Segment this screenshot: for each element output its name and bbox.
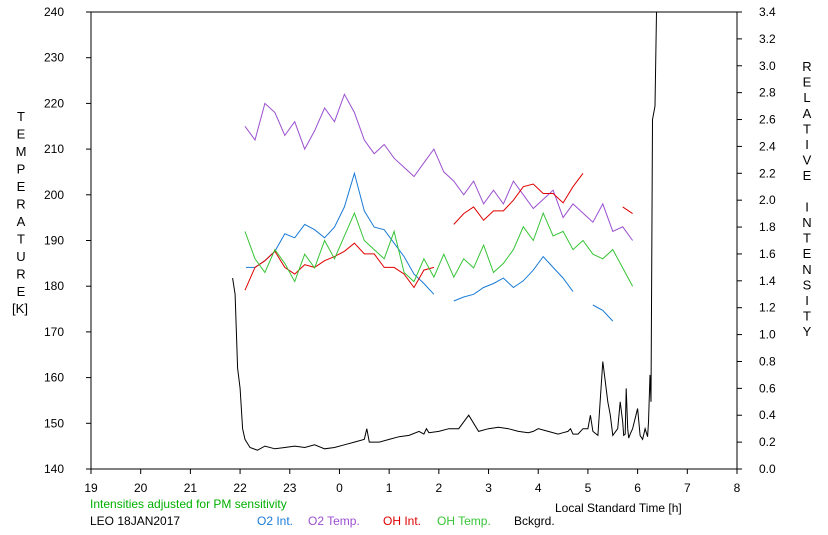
x-tick-label: 7: [684, 481, 691, 495]
right-tick-label: 0.6: [759, 381, 776, 395]
left-tick-label: 190: [44, 234, 64, 248]
left-tick-label: 140: [44, 462, 64, 476]
series-line-oh-int: [244, 173, 633, 291]
right-tick-label: 0.2: [759, 435, 776, 449]
plot-frame: [90, 11, 738, 470]
right-tick-label: 0.8: [759, 354, 776, 368]
legend-item: O2 Temp.: [308, 514, 360, 528]
right-axis-letter: A: [803, 106, 812, 121]
right-axis-letter: I: [805, 199, 809, 214]
x-tick-label: 0: [336, 481, 343, 495]
left-axis-letter: E: [17, 127, 26, 142]
x-tick-label: 5: [585, 481, 592, 495]
right-tick-label: 1.0: [759, 328, 776, 342]
left-tick-label: 170: [44, 325, 64, 339]
series-line-oh-temp: [244, 211, 634, 287]
legend-item: OH Int.: [383, 514, 422, 528]
series-line-o2-temp: [244, 93, 634, 241]
left-tick-label: 150: [44, 416, 64, 430]
right-axis-letter: I: [805, 137, 809, 152]
left-axis-letter: T: [17, 232, 25, 247]
right-axis-ticks: 0.0 0.2 0.4 0.6 0.8 1.0 1.2 1.4 1.6 1.8 2.0 2.2 2.4 2…: [737, 5, 776, 476]
station-date-label: LEO 18JAN2017: [90, 514, 181, 528]
left-axis-letter: E: [17, 179, 26, 194]
right-axis-letter: T: [803, 231, 811, 246]
left-axis-letter: A: [17, 214, 26, 229]
left-axis-unit: [K]: [12, 301, 28, 316]
left-tick-label: 180: [44, 279, 64, 293]
legend-item: O2 Int.: [257, 514, 294, 528]
right-axis-letter: T: [803, 309, 811, 324]
right-axis-letter: S: [803, 277, 812, 292]
x-tick-label: 20: [134, 481, 148, 495]
x-tick-label: 6: [634, 481, 641, 495]
right-tick-label: 2.0: [759, 193, 776, 207]
x-tick-label: 4: [535, 481, 542, 495]
x-tick-label: 22: [233, 481, 247, 495]
right-tick-label: 1.2: [759, 301, 776, 315]
right-axis-letter: Y: [803, 324, 812, 339]
series-line-bckgrd: [232, 11, 657, 451]
right-tick-label: 2.4: [759, 139, 776, 153]
right-axis-letter: L: [803, 90, 810, 105]
right-tick-label: 1.8: [759, 220, 776, 234]
right-tick-label: 0.4: [759, 408, 776, 422]
left-axis-ticks: 140 150 160 170 180 190 200 210 220 230 240: [44, 5, 91, 476]
right-axis-letter: N: [802, 215, 811, 230]
right-axis-letter: E: [803, 168, 812, 183]
left-axis-letter: R: [16, 267, 25, 282]
left-tick-label: 240: [44, 5, 64, 19]
left-axis-letter: M: [16, 144, 27, 159]
right-tick-label: 0.0: [759, 462, 776, 476]
legend-item: Bckgrd.: [514, 514, 555, 528]
left-axis-letter: R: [16, 197, 25, 212]
right-tick-label: 2.8: [759, 86, 776, 100]
right-tick-label: 2.2: [759, 166, 776, 180]
x-tick-label: 2: [436, 481, 443, 495]
left-axis-letter: T: [17, 109, 25, 124]
right-tick-label: 1.6: [759, 247, 776, 261]
right-tick-label: 3.0: [759, 59, 776, 73]
left-tick-label: 230: [44, 51, 64, 65]
right-axis-letter: T: [803, 121, 811, 136]
x-tick-label: 19: [84, 481, 98, 495]
right-tick-label: 2.6: [759, 113, 776, 127]
left-tick-label: 210: [44, 142, 64, 156]
right-tick-label: 1.4: [759, 274, 776, 288]
left-tick-label: 200: [44, 188, 64, 202]
x-tick-label: 8: [734, 481, 741, 495]
left-axis-letter: U: [16, 249, 25, 264]
x-axis-ticks: 19 20 21 22 23 0 1 2 3 4 5 6 7 8: [84, 469, 741, 495]
legend-item: OH Temp.: [437, 514, 491, 528]
right-axis-letter: N: [802, 262, 811, 277]
x-tick-label: 1: [386, 481, 393, 495]
x-axis-title: Local Standard Time [h]: [555, 501, 682, 515]
right-axis-letter: I: [805, 293, 809, 308]
x-tick-label: 23: [283, 481, 297, 495]
sensitivity-note: Intensities adjusted for PM sensitivity: [90, 497, 287, 511]
series-layer: [232, 11, 657, 451]
right-axis-letter: E: [803, 75, 812, 90]
right-axis-letter: V: [803, 153, 812, 168]
x-tick-label: 3: [485, 481, 492, 495]
x-tick-label: 21: [184, 481, 198, 495]
right-axis-letter: E: [803, 246, 812, 261]
right-tick-label: 3.2: [759, 32, 776, 46]
left-axis-letter: P: [17, 162, 26, 177]
right-axis-letter: R: [802, 59, 811, 74]
left-axis-letter: E: [17, 284, 26, 299]
right-tick-label: 3.4: [759, 5, 776, 19]
left-tick-label: 160: [44, 371, 64, 385]
left-tick-label: 220: [44, 96, 64, 110]
